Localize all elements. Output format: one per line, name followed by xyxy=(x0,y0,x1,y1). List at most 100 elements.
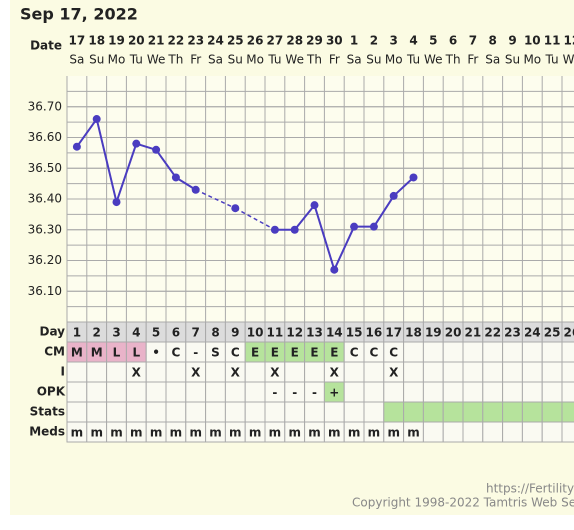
data-point xyxy=(369,222,378,231)
date-label: 23 xyxy=(187,34,204,48)
cell-text: m xyxy=(130,426,143,440)
cell-text: 10 xyxy=(247,326,264,340)
table-cell xyxy=(442,421,464,443)
table-cell xyxy=(323,401,345,423)
y-tick-label: 36.60 xyxy=(28,130,62,144)
table-cell xyxy=(224,381,246,403)
date-label: 9 xyxy=(508,34,516,48)
cell-text: 19 xyxy=(425,326,442,340)
weekday-label: Th xyxy=(306,53,322,67)
weekday-label: Sa xyxy=(485,53,500,67)
cell-text: 25 xyxy=(544,326,561,340)
date-label: Date xyxy=(30,39,62,53)
data-point xyxy=(330,265,339,274)
table-cell xyxy=(541,341,563,363)
weekday-label: We xyxy=(147,53,166,67)
cell-text: 6 xyxy=(172,326,180,340)
cell-text: E xyxy=(251,346,259,360)
table-cell xyxy=(284,361,306,383)
table-cell xyxy=(403,341,424,363)
date-label: 26 xyxy=(247,34,264,48)
cell-text: - xyxy=(312,386,317,400)
table-cell xyxy=(383,381,405,403)
date-label: 25 xyxy=(227,34,244,48)
date-label: 28 xyxy=(286,34,303,48)
chart-title: Sep 17, 2022 xyxy=(20,5,138,24)
table-cell xyxy=(205,401,226,423)
table-cell xyxy=(66,401,88,423)
table-cell xyxy=(442,361,464,383)
date-label: 5 xyxy=(429,34,437,48)
table-cell xyxy=(244,401,266,423)
cell-text: 24 xyxy=(524,326,541,340)
cell-text: 14 xyxy=(326,326,343,340)
date-label: 22 xyxy=(168,34,185,48)
date-label: 20 xyxy=(128,34,145,48)
weekday-label: Mo xyxy=(523,53,541,67)
cell-text: m xyxy=(71,426,84,440)
table-cell xyxy=(343,401,365,423)
date-label: 1 xyxy=(350,34,358,48)
table-cell xyxy=(403,401,424,423)
data-point xyxy=(132,139,141,148)
table-cell xyxy=(363,361,385,383)
cell-text: C xyxy=(389,346,398,360)
table-cell xyxy=(106,401,127,423)
table-cell xyxy=(145,381,167,403)
table-cell xyxy=(442,381,464,403)
cell-text: 18 xyxy=(405,326,422,340)
date-label: 8 xyxy=(489,34,497,48)
cell-text: 9 xyxy=(231,326,239,340)
y-tick-label: 36.70 xyxy=(28,99,62,113)
table-cell xyxy=(521,341,543,363)
date-label: 7 xyxy=(469,34,477,48)
cell-text: X xyxy=(191,366,201,380)
weekday-label: We xyxy=(563,53,574,67)
cell-text: m xyxy=(90,426,103,440)
cell-text: E xyxy=(291,346,299,360)
cell-text: 21 xyxy=(465,326,482,340)
table-cell xyxy=(422,341,444,363)
table-cell xyxy=(502,341,523,363)
weekday-label: Sa xyxy=(69,53,84,67)
cell-text: - xyxy=(292,386,297,400)
data-point xyxy=(409,173,418,182)
cell-text: 16 xyxy=(366,326,383,340)
data-point xyxy=(72,142,81,151)
cell-text: m xyxy=(368,426,381,440)
table-cell xyxy=(125,401,147,423)
weekday-label: Su xyxy=(505,53,520,67)
table-cell xyxy=(205,361,226,383)
weekday-label: Mo xyxy=(385,53,403,67)
y-tick-label: 36.30 xyxy=(28,222,62,236)
table-cell xyxy=(125,381,147,403)
cell-text: • xyxy=(152,346,160,360)
data-point xyxy=(171,173,180,182)
table-cell xyxy=(541,381,563,403)
cell-text: E xyxy=(271,346,279,360)
table-cell xyxy=(502,381,523,403)
line-segment xyxy=(393,176,415,197)
row-label: Day xyxy=(39,325,65,339)
line-segment xyxy=(313,204,336,271)
cell-text: C xyxy=(350,346,359,360)
weekday-label: Th xyxy=(167,53,183,67)
cell-text: E xyxy=(330,346,338,360)
cell-text: 5 xyxy=(152,326,160,340)
date-label: 2 xyxy=(370,34,378,48)
cell-text: m xyxy=(150,426,163,440)
table-cell xyxy=(502,401,523,423)
dashed-segment xyxy=(234,207,276,231)
data-point xyxy=(270,225,279,234)
data-point xyxy=(231,204,240,213)
cell-text: m xyxy=(288,426,301,440)
table-cell xyxy=(462,401,484,423)
table-cell xyxy=(86,401,108,423)
table-cell xyxy=(363,401,385,423)
data-point xyxy=(112,198,121,207)
table-cell xyxy=(185,381,207,403)
table-cell xyxy=(145,401,167,423)
cell-text: X xyxy=(389,366,399,380)
date-label: 30 xyxy=(326,34,343,48)
cell-text: 2 xyxy=(93,326,101,340)
